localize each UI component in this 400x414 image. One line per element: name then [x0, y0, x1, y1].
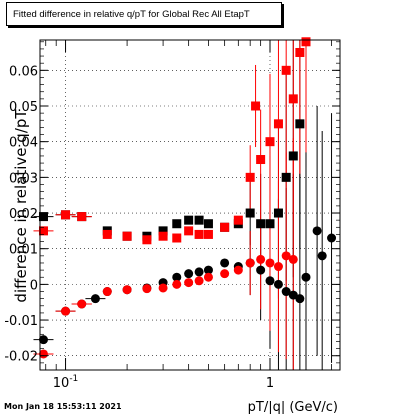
- data-point: [61, 210, 71, 220]
- data-point: [184, 278, 194, 288]
- data-point: [194, 267, 204, 277]
- y-tick-label: 0.02: [9, 207, 38, 222]
- data-point: [281, 251, 291, 261]
- x-tick-label: 10-1: [53, 374, 79, 391]
- data-point: [281, 65, 291, 75]
- data-point: [38, 212, 48, 222]
- grid: [40, 40, 340, 370]
- error-bars: [33, 40, 336, 370]
- data-point: [312, 226, 322, 236]
- data-point: [233, 265, 243, 275]
- data-point: [172, 279, 182, 289]
- y-axis-label: difference in relative q/pT: [12, 109, 30, 303]
- data-point: [273, 279, 283, 289]
- data-point: [281, 287, 291, 297]
- data-point: [194, 215, 204, 225]
- data-point: [38, 226, 48, 236]
- data-point: [194, 276, 204, 286]
- data-point: [203, 229, 213, 239]
- chart-title: Fitted difference in relative q/pT for G…: [6, 2, 282, 26]
- y-tick-label: -0.01: [4, 314, 38, 329]
- y-tick-label: 0: [30, 278, 38, 293]
- y-tick-label: 0.03: [9, 171, 38, 186]
- data-markers: [38, 37, 337, 359]
- y-tick-label: -0.02: [4, 350, 38, 365]
- data-point: [102, 229, 112, 239]
- data-point: [158, 283, 168, 293]
- timestamp: Mon Jan 18 15:53:11 2021: [4, 402, 122, 411]
- data-point: [233, 215, 243, 225]
- data-point: [245, 258, 255, 268]
- data-point: [172, 233, 182, 243]
- data-point: [256, 219, 266, 229]
- data-point: [90, 294, 100, 304]
- data-point: [194, 229, 204, 239]
- y-tick-label: 0.01: [9, 243, 38, 258]
- data-point: [203, 265, 213, 275]
- data-point: [122, 285, 132, 295]
- data-point: [172, 272, 182, 282]
- data-point: [245, 172, 255, 182]
- data-point: [102, 287, 112, 297]
- x-tick-label: 1: [266, 376, 274, 391]
- data-point: [184, 269, 194, 279]
- data-point: [317, 251, 327, 261]
- plot-frame: [39, 39, 341, 371]
- x-axis-label: pT/|q| (GeV/c): [248, 400, 338, 414]
- data-point: [288, 290, 298, 300]
- y-tick-label: 0.06: [9, 64, 38, 79]
- data-point: [142, 235, 152, 245]
- data-point: [295, 119, 305, 129]
- data-point: [265, 258, 275, 268]
- data-point: [288, 151, 298, 161]
- data-point: [77, 212, 87, 222]
- axis-ticks: -0.02 -0.01 0 0.01 0.02 0.03 0.04 0.05 0.06 10-1 1: [4, 40, 340, 391]
- data-point: [172, 219, 182, 229]
- data-point: [203, 272, 213, 282]
- data-point: [295, 294, 305, 304]
- data-point: [265, 219, 275, 229]
- data-point: [77, 299, 87, 309]
- data-point: [38, 335, 48, 345]
- data-point: [61, 306, 71, 316]
- y-tick-label: 0.05: [9, 100, 38, 115]
- data-point: [301, 272, 311, 282]
- data-point: [142, 284, 152, 294]
- data-point: [122, 231, 132, 241]
- data-point: [327, 233, 337, 243]
- data-point: [281, 172, 291, 182]
- data-point: [301, 37, 311, 47]
- data-point: [273, 208, 283, 218]
- data-point: [184, 226, 194, 236]
- data-point: [288, 94, 298, 104]
- data-point: [184, 215, 194, 225]
- data-point: [265, 276, 275, 286]
- data-point: [220, 258, 230, 268]
- data-point: [158, 231, 168, 241]
- data-point: [273, 262, 283, 272]
- data-point: [220, 222, 230, 232]
- data-point: [265, 137, 275, 147]
- y-tick-label: 0.04: [9, 136, 38, 151]
- data-point: [256, 155, 266, 165]
- data-point: [256, 265, 266, 275]
- data-point: [251, 101, 261, 111]
- data-point: [295, 47, 305, 57]
- data-point: [288, 254, 298, 264]
- data-point: [203, 219, 213, 229]
- data-point: [158, 226, 168, 236]
- data-point: [245, 208, 255, 218]
- data-point: [220, 269, 230, 279]
- data-point: [273, 119, 283, 129]
- data-point: [256, 254, 266, 264]
